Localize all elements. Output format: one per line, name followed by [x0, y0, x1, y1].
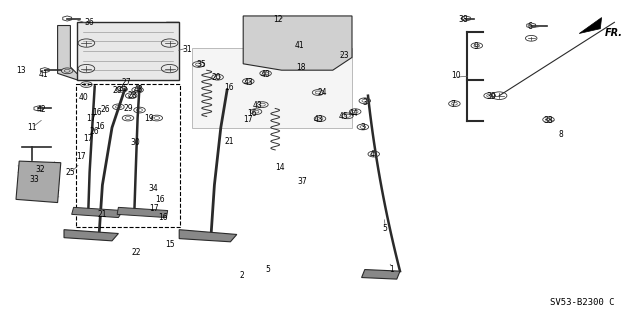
Text: 34: 34 [148, 184, 159, 193]
Text: 29: 29 [112, 86, 122, 95]
Text: 43: 43 [243, 78, 253, 87]
Text: 7: 7 [450, 100, 455, 109]
Text: 3: 3 [360, 123, 365, 132]
Text: 16: 16 [246, 109, 257, 118]
Text: 17: 17 [83, 134, 93, 143]
Text: 24: 24 [317, 88, 327, 97]
Text: 31: 31 [182, 45, 193, 54]
Polygon shape [192, 48, 352, 128]
Text: 42: 42 [36, 105, 46, 114]
Text: 25: 25 [65, 168, 76, 177]
Text: 33: 33 [29, 175, 39, 184]
Text: 41: 41 [294, 41, 305, 50]
Text: 23: 23 [339, 51, 349, 60]
Text: FR.: FR. [605, 27, 623, 38]
Text: 9: 9 [473, 42, 478, 51]
Text: 40: 40 [260, 70, 271, 79]
Text: 40: 40 [78, 93, 88, 102]
Text: 12: 12 [274, 15, 283, 24]
Text: 16: 16 [95, 122, 106, 130]
Polygon shape [179, 230, 237, 242]
Text: 19: 19 [144, 114, 154, 122]
Text: 17: 17 [148, 204, 159, 213]
Text: 11: 11 [28, 123, 36, 132]
Text: 21: 21 [98, 210, 107, 219]
Text: 45: 45 [339, 112, 349, 121]
Polygon shape [579, 18, 602, 33]
Text: 32: 32 [35, 165, 45, 174]
Polygon shape [72, 207, 123, 218]
Text: 6: 6 [527, 22, 532, 31]
Text: 26: 26 [100, 105, 111, 114]
Text: 29: 29 [123, 104, 133, 113]
Text: 36: 36 [84, 18, 95, 27]
Text: 17: 17 [86, 114, 96, 122]
Text: 5: 5 [383, 224, 388, 233]
Polygon shape [117, 207, 168, 218]
Text: 16: 16 [92, 108, 102, 117]
Polygon shape [362, 270, 400, 279]
Text: 26: 26 [90, 127, 100, 136]
Text: 35: 35 [118, 84, 129, 93]
Text: 17: 17 [76, 152, 86, 161]
Text: 43: 43 [313, 115, 323, 124]
Text: 35: 35 [196, 60, 207, 69]
Text: 14: 14 [275, 163, 285, 172]
Text: 44: 44 [348, 109, 358, 118]
Text: 27: 27 [122, 78, 132, 87]
Text: 18: 18 [296, 63, 305, 72]
Text: 4: 4 [370, 150, 375, 159]
Text: 20: 20 [211, 73, 221, 82]
Text: 43: 43 [253, 101, 263, 110]
Polygon shape [16, 161, 61, 203]
Text: 1: 1 [389, 265, 394, 274]
Polygon shape [64, 230, 118, 241]
Text: 16: 16 [158, 213, 168, 222]
Bar [76, 84, 180, 227]
Text: 43: 43 [134, 85, 144, 94]
Text: 30: 30 [131, 138, 141, 147]
Bar [77, 22, 179, 80]
Text: 41: 41 [38, 70, 49, 78]
Text: 16: 16 [224, 83, 234, 92]
Text: 3: 3 [362, 98, 367, 107]
Text: 16: 16 [155, 195, 165, 204]
Text: 17: 17 [243, 115, 253, 124]
Text: 2: 2 [239, 271, 244, 280]
Text: 5: 5 [265, 265, 270, 274]
Text: 22: 22 [132, 248, 141, 256]
Polygon shape [58, 22, 179, 80]
Text: 8: 8 [559, 130, 564, 139]
Text: 28: 28 [128, 91, 137, 100]
Polygon shape [243, 16, 352, 70]
Text: 21: 21 [225, 137, 234, 146]
Text: 10: 10 [451, 71, 461, 80]
Text: 39: 39 [486, 92, 497, 101]
Text: 13: 13 [16, 66, 26, 75]
Text: 37: 37 [297, 177, 307, 186]
Text: 15: 15 [164, 240, 175, 249]
Text: SV53-B2300 C: SV53-B2300 C [550, 298, 614, 307]
Text: 38: 38 [458, 15, 468, 24]
Text: 38: 38 [543, 116, 554, 125]
